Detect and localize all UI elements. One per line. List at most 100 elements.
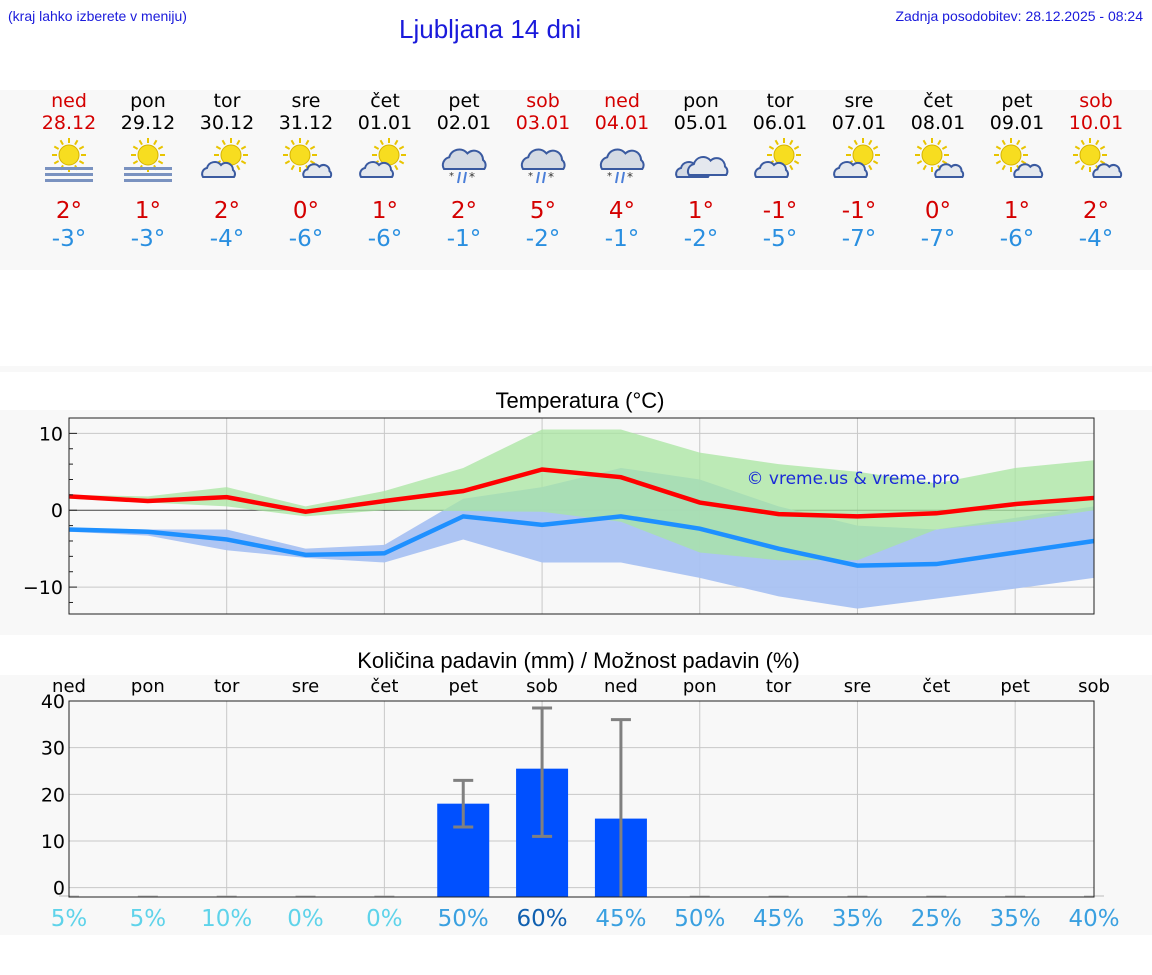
day-name: čet: [370, 90, 400, 112]
precip-probability-label: 25%: [911, 906, 962, 932]
sun-small-cloud-icon: [283, 138, 333, 178]
temperature-chart-title: Temperatura (°C): [495, 388, 665, 413]
precip-probability-label: 35%: [990, 906, 1041, 932]
plot-frame: [68, 417, 1095, 615]
x-category-label: tor: [214, 676, 240, 697]
snow-sleet-icon: * *: [520, 148, 566, 184]
day-max-temp: 2°: [55, 198, 83, 224]
plot-frame: [68, 700, 1095, 898]
day-date: 28.12: [41, 112, 97, 134]
day-min-temp: -3°: [51, 226, 87, 252]
sun-fog-icon: [45, 138, 93, 182]
watermark-text: © vreme.us & vreme.pro: [746, 469, 959, 489]
day-min-temp: -3°: [130, 226, 166, 252]
day-name: čet: [923, 90, 953, 112]
plot-area: [69, 701, 1094, 897]
cloudy-icon: [675, 156, 729, 178]
day-date: 05.01: [673, 112, 729, 134]
divider-strip: [0, 366, 1152, 372]
svg-text:*: *: [528, 171, 533, 182]
x-category-label: pon: [131, 676, 165, 697]
x-category-label: ned: [604, 676, 638, 697]
y-tick-label: 0: [53, 878, 65, 900]
x-category-label: ned: [52, 676, 86, 697]
day-name: pon: [130, 90, 166, 112]
day-name: tor: [213, 90, 241, 112]
x-category-label: tor: [766, 676, 792, 697]
day-max-temp: 4°: [608, 198, 636, 224]
day-min-temp: -7°: [920, 226, 956, 252]
x-category-label: čet: [370, 676, 398, 697]
day-date: 09.01: [989, 112, 1045, 134]
page-title: Ljubljana 14 dni: [399, 14, 582, 44]
y-tick-label: 30: [41, 738, 65, 760]
x-category-label: sre: [844, 676, 871, 697]
precipitation-chart-title: Količina padavin (mm) / Možnost padavin …: [357, 648, 800, 673]
day-max-temp: 1°: [134, 198, 162, 224]
day-max-temp: -1°: [762, 198, 798, 224]
snow-sleet-icon: * *: [441, 148, 487, 184]
precip-probability-label: 5%: [51, 906, 88, 932]
precip-probability-label: 45%: [595, 906, 646, 932]
day-date: 08.01: [910, 112, 966, 134]
day-min-temp: -6°: [999, 226, 1035, 252]
svg-text:*: *: [469, 170, 475, 184]
day-max-temp: 1°: [1003, 198, 1031, 224]
precip-probability-label: 45%: [753, 906, 804, 932]
x-category-label: pon: [683, 676, 717, 697]
day-max-temp: 2°: [1082, 198, 1110, 224]
day-min-temp: -5°: [762, 226, 798, 252]
sun-small-cloud-icon: [994, 138, 1044, 178]
sun-cloud-icon: [754, 138, 801, 178]
snow-sleet-icon: * *: [599, 148, 645, 184]
day-name: pet: [448, 90, 480, 112]
precip-probability-label: 0%: [366, 906, 403, 932]
min-temp-line: [68, 514, 1095, 568]
svg-text:*: *: [449, 171, 454, 182]
x-category-label: čet: [922, 676, 950, 697]
x-category-label: sob: [526, 676, 558, 697]
day-name: ned: [51, 90, 87, 112]
y-tick-label: 20: [41, 784, 65, 806]
day-name: sob: [1079, 90, 1113, 112]
day-date: 06.01: [752, 112, 808, 134]
sun-fog-icon: [124, 138, 172, 182]
sun-cloud-icon: [833, 138, 880, 178]
day-min-temp: -4°: [1078, 226, 1114, 252]
day-max-temp: 1°: [371, 198, 399, 224]
last-update-timestamp: Zadnja posodobitev: 28.12.2025 - 08:24: [895, 8, 1143, 24]
y-tick-label: 40: [41, 691, 65, 713]
y-tick-label: 0: [51, 500, 63, 522]
y-tick-label: 10: [39, 423, 63, 445]
x-category-label: sre: [292, 676, 319, 697]
day-name: sre: [291, 90, 321, 112]
x-category-label: pet: [1000, 676, 1030, 697]
day-min-temp: -2°: [525, 226, 561, 252]
day-date: 04.01: [594, 112, 650, 134]
day-date: 31.12: [278, 112, 334, 134]
day-min-temp: -6°: [367, 226, 403, 252]
svg-text:*: *: [607, 171, 612, 182]
day-name: tor: [766, 90, 794, 112]
min-temp-range-band: [69, 467, 1094, 609]
day-date: 02.01: [436, 112, 492, 134]
day-max-temp: -1°: [841, 198, 877, 224]
day-max-temp: 1°: [687, 198, 715, 224]
max-temp-line: [68, 467, 1095, 519]
precip-probability-label: 50%: [674, 906, 725, 932]
max-temp-range-band: [69, 429, 1094, 561]
day-min-temp: -7°: [841, 226, 877, 252]
sun-cloud-icon: [201, 138, 248, 178]
day-min-temp: -2°: [683, 226, 719, 252]
y-tick-label: −10: [23, 577, 63, 599]
day-min-temp: -1°: [446, 226, 482, 252]
location-menu-hint: (kraj lahko izberete v meniju): [8, 8, 187, 24]
precip-probability-label: 40%: [1068, 906, 1119, 932]
day-name: sre: [844, 90, 874, 112]
day-name: sob: [526, 90, 560, 112]
day-name: pon: [683, 90, 719, 112]
day-min-temp: -4°: [209, 226, 245, 252]
day-min-temp: -6°: [288, 226, 324, 252]
day-date: 30.12: [199, 112, 255, 134]
day-date: 01.01: [357, 112, 413, 134]
